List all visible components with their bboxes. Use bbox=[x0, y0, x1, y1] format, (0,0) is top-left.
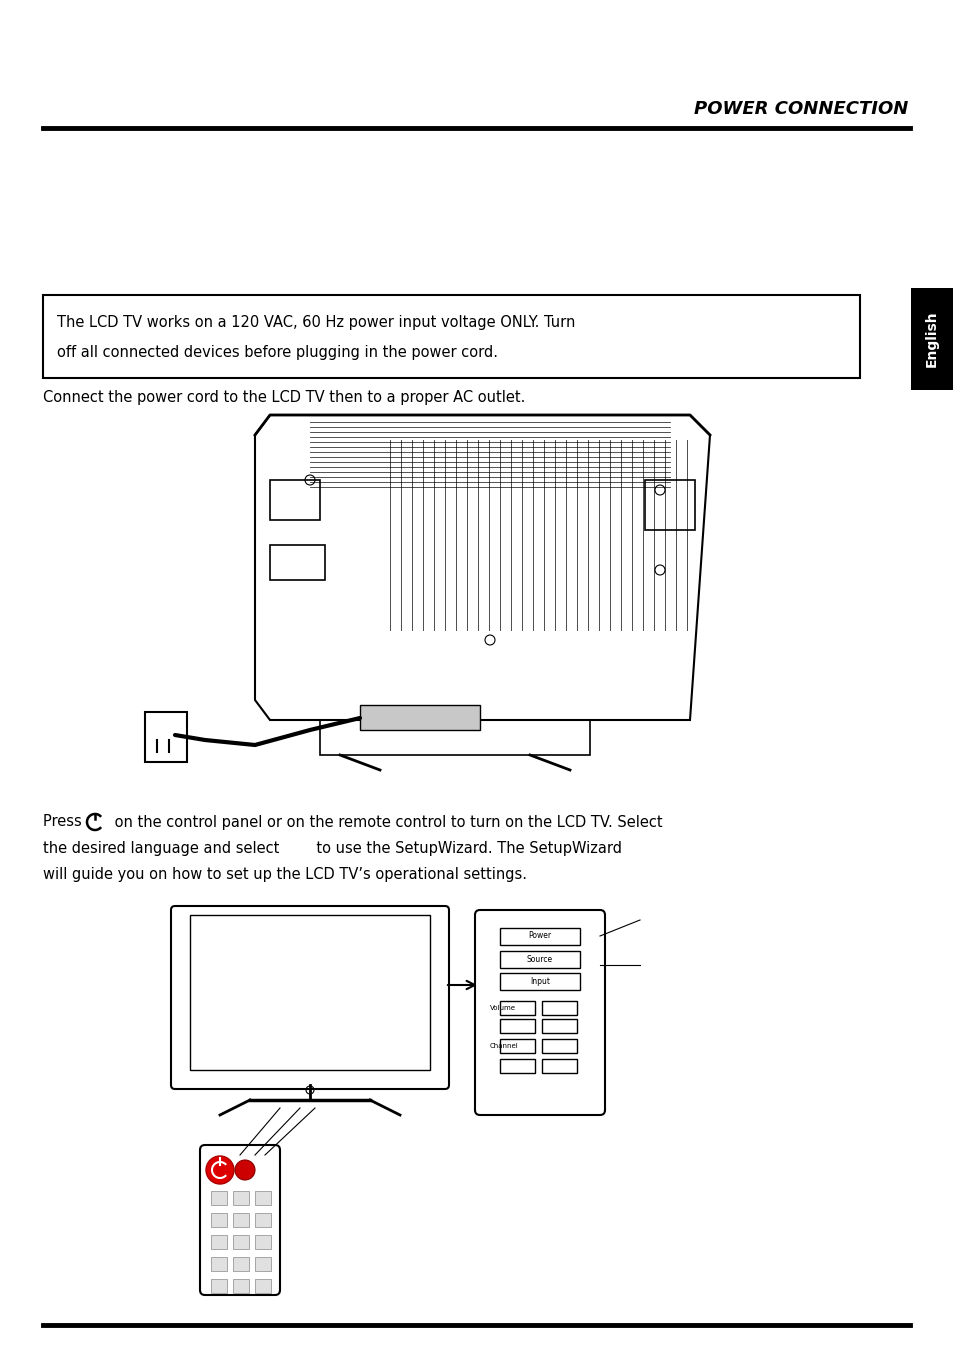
Bar bbox=[359, 704, 479, 730]
Bar bbox=[254, 1279, 271, 1293]
Bar bbox=[211, 1234, 227, 1249]
Bar bbox=[644, 480, 695, 530]
Bar bbox=[233, 1257, 249, 1271]
Bar bbox=[211, 1257, 227, 1271]
Bar bbox=[43, 295, 859, 379]
Bar bbox=[499, 1059, 535, 1073]
Bar bbox=[499, 973, 579, 990]
Bar bbox=[190, 915, 430, 1069]
Bar bbox=[499, 1038, 535, 1053]
Bar bbox=[254, 1257, 271, 1271]
Bar bbox=[499, 1019, 535, 1033]
Text: Channel: Channel bbox=[490, 1042, 518, 1049]
Text: Volume: Volume bbox=[490, 1005, 516, 1011]
Bar bbox=[270, 480, 319, 521]
Text: the desired language and select        to use the SetupWizard. The SetupWizard: the desired language and select to use t… bbox=[43, 841, 621, 856]
Bar bbox=[541, 1059, 577, 1073]
Bar bbox=[499, 1000, 535, 1015]
Bar bbox=[211, 1213, 227, 1228]
Bar bbox=[541, 1019, 577, 1033]
Bar bbox=[254, 1191, 271, 1205]
Text: will guide you on how to set up the LCD TV’s operational settings.: will guide you on how to set up the LCD … bbox=[43, 867, 526, 882]
Bar bbox=[499, 927, 579, 945]
Bar bbox=[233, 1213, 249, 1228]
Bar bbox=[541, 1000, 577, 1015]
Text: off all connected devices before plugging in the power cord.: off all connected devices before pluggin… bbox=[57, 345, 497, 360]
Text: The LCD TV works on a 120 VAC, 60 Hz power input voltage ONLY. Turn: The LCD TV works on a 120 VAC, 60 Hz pow… bbox=[57, 315, 575, 330]
Bar bbox=[499, 950, 579, 968]
Circle shape bbox=[234, 1160, 254, 1180]
Bar bbox=[233, 1234, 249, 1249]
Text: Connect the power cord to the LCD TV then to a proper AC outlet.: Connect the power cord to the LCD TV the… bbox=[43, 389, 525, 406]
Bar bbox=[233, 1191, 249, 1205]
Bar bbox=[233, 1279, 249, 1293]
Text: Source: Source bbox=[526, 955, 553, 964]
Text: POWER CONNECTION: POWER CONNECTION bbox=[693, 100, 907, 118]
Bar bbox=[211, 1191, 227, 1205]
Bar bbox=[254, 1234, 271, 1249]
Bar bbox=[145, 713, 187, 763]
Text: Power: Power bbox=[528, 932, 551, 941]
Bar bbox=[910, 288, 953, 389]
Text: Input: Input bbox=[530, 976, 550, 986]
Bar bbox=[270, 545, 325, 580]
Text: on the control panel or on the remote control to turn on the LCD TV. Select: on the control panel or on the remote co… bbox=[110, 814, 662, 830]
Circle shape bbox=[206, 1156, 233, 1184]
Text: English: English bbox=[924, 311, 938, 368]
Bar bbox=[254, 1213, 271, 1228]
Bar bbox=[211, 1279, 227, 1293]
Text: Press: Press bbox=[43, 814, 87, 830]
Bar bbox=[541, 1038, 577, 1053]
